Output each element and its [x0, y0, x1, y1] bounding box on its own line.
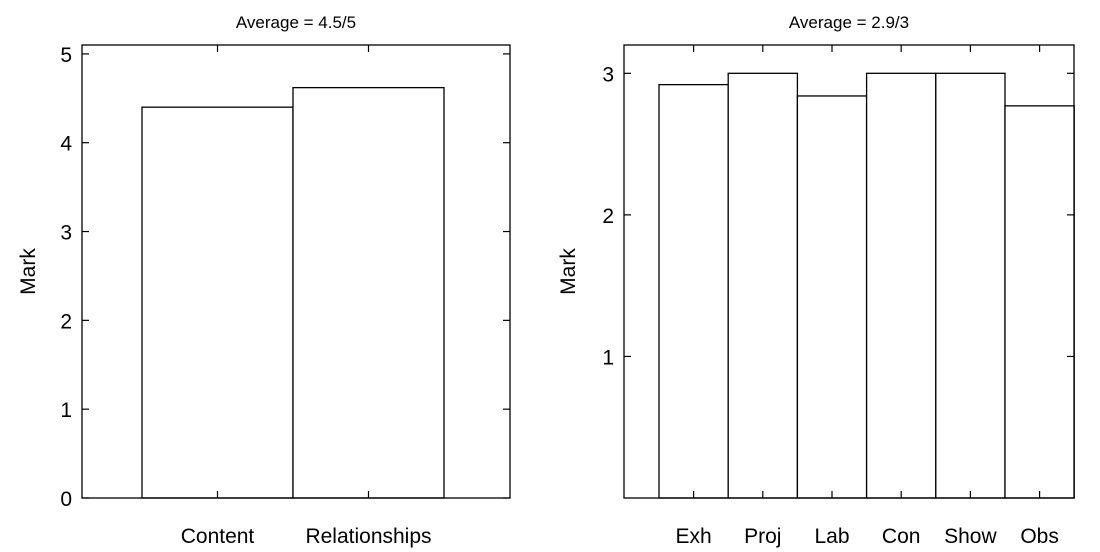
y-tick-label: 0: [60, 488, 72, 511]
x-tick-label-content: Content: [181, 525, 255, 548]
y-tick-label: 4: [60, 133, 72, 156]
y-axis-label: Mark: [17, 248, 40, 295]
y-tick-label: 2: [60, 310, 72, 333]
bar-relationships: [292, 86, 445, 499]
chart-title: Average = 4.5/5: [236, 13, 356, 32]
bar-content: [141, 106, 294, 499]
y-tick-label: 1: [60, 399, 72, 422]
y-tick-label: 5: [60, 44, 72, 67]
y-tick-label: 3: [60, 222, 72, 245]
x-tick-label-relationships: Relationships: [305, 525, 431, 548]
plot-frame: [81, 44, 511, 499]
